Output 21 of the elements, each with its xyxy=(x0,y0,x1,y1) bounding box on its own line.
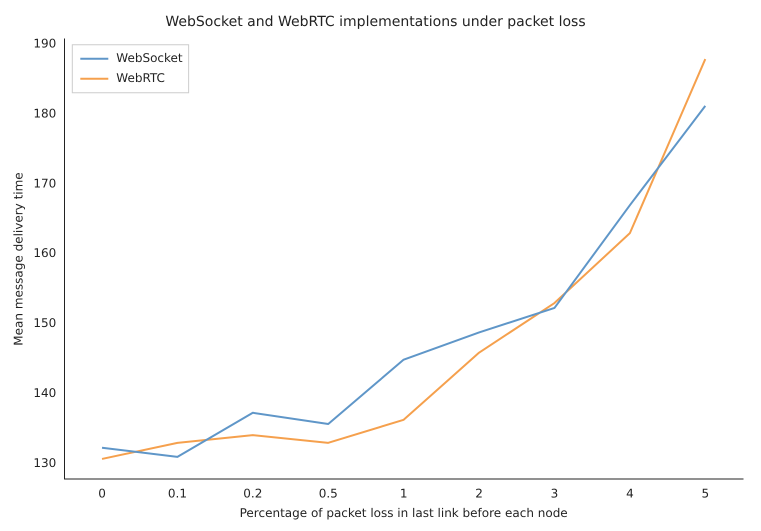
y-tick-label: 160 xyxy=(33,246,56,260)
x-tick-label: 1 xyxy=(400,486,408,501)
x-tick-label: 0.2 xyxy=(243,486,262,501)
y-tick-label: 190 xyxy=(33,36,56,51)
x-tick-label: 2 xyxy=(475,486,483,501)
legend-label: WebSocket xyxy=(116,50,183,65)
x-tick-label: 0 xyxy=(98,486,106,501)
y-tick-label: 170 xyxy=(33,176,56,190)
y-tick-label: 130 xyxy=(33,456,56,470)
x-axis-title: Percentage of packet loss in last link before each node xyxy=(240,506,568,520)
y-tick-label: 140 xyxy=(33,386,56,400)
legend-label: WebRTC xyxy=(116,70,165,85)
chart-title: WebSocket and WebRTC implementations under packet loss xyxy=(165,14,586,30)
y-tick-label: 180 xyxy=(33,106,56,120)
x-tick-label: 0.1 xyxy=(168,486,187,501)
x-tick-label: 0.5 xyxy=(318,486,338,501)
x-tick-label: 5 xyxy=(701,486,710,501)
x-tick-label: 4 xyxy=(626,486,634,501)
y-axis-title: Mean message delivery time xyxy=(11,172,26,346)
y-tick-label: 150 xyxy=(33,316,56,330)
x-tick-label: 3 xyxy=(550,486,558,501)
